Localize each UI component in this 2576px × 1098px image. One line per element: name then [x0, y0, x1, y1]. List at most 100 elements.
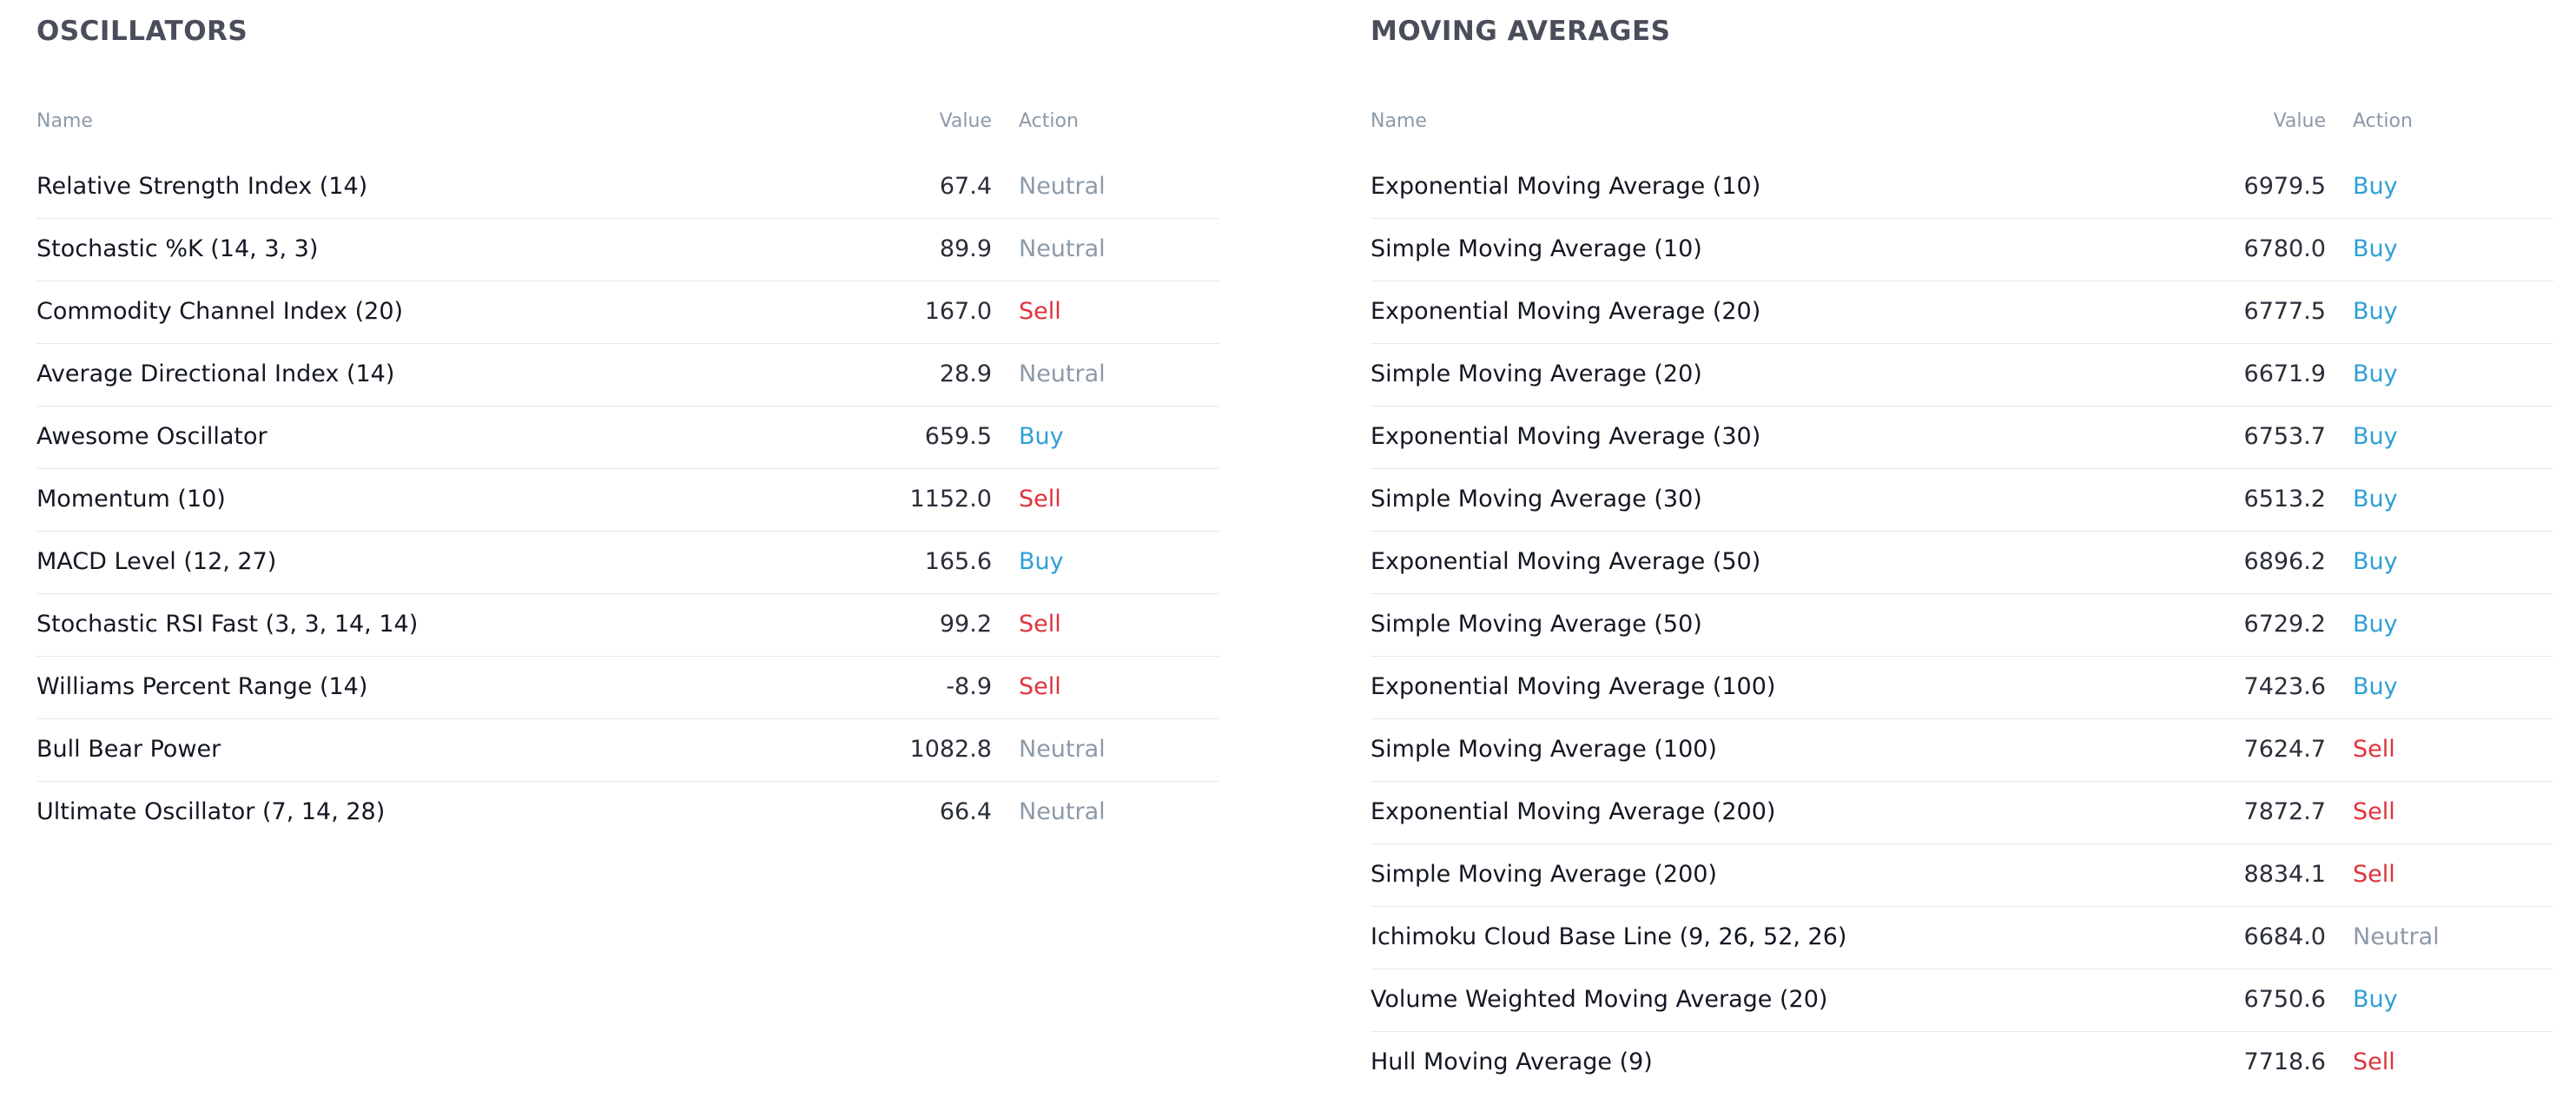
indicator-action: Sell — [2353, 1048, 2395, 1075]
column-header-action: Action — [1019, 110, 1079, 132]
indicator-value: 6777.5 — [2243, 298, 2326, 325]
column-header-value: Value — [2273, 110, 2326, 132]
indicator-action: Buy — [2353, 986, 2398, 1013]
indicator-action: Sell — [2353, 736, 2395, 763]
indicator-value: 6780.0 — [2243, 235, 2326, 262]
table-row: Ichimoku Cloud Base Line (9, 26, 52, 26)… — [1371, 907, 2553, 969]
indicator-action: Buy — [2353, 298, 2398, 325]
table-row: Exponential Moving Average (100) 7423.6 Bu… — [1371, 657, 2553, 719]
indicator-name: Simple Moving Average (30) — [1371, 486, 1702, 513]
indicator-action: Neutral — [2353, 923, 2440, 950]
indicator-value: 66.4 — [939, 798, 992, 825]
indicator-value: 1082.8 — [909, 736, 992, 763]
table-row: Exponential Moving Average (20) 6777.5 Buy — [1371, 281, 2553, 344]
indicator-name: Ichimoku Cloud Base Line (9, 26, 52, 26) — [1371, 923, 1847, 950]
indicator-name: Stochastic %K (14, 3, 3) — [36, 235, 319, 262]
indicator-value: 7624.7 — [2243, 736, 2326, 763]
indicator-value: 6753.7 — [2243, 423, 2326, 450]
indicator-value: 8834.1 — [2243, 861, 2326, 888]
indicator-value: 89.9 — [939, 235, 992, 262]
column-header-name: Name — [1371, 110, 1427, 132]
indicator-value: 6684.0 — [2243, 923, 2326, 950]
indicator-value: 7872.7 — [2243, 798, 2326, 825]
oscillators-title: OSCILLATORS — [36, 16, 248, 47]
column-header-action: Action — [2353, 110, 2413, 132]
indicator-action: Neutral — [1019, 235, 1106, 262]
indicator-name: Relative Strength Index (14) — [36, 173, 368, 200]
indicator-name: Williams Percent Range (14) — [36, 673, 368, 700]
column-header-name: Name — [36, 110, 93, 132]
indicator-name: Simple Moving Average (10) — [1371, 235, 1702, 262]
indicator-name: Simple Moving Average (200) — [1371, 861, 1717, 888]
indicator-action: Buy — [2353, 673, 2398, 700]
indicator-name: Average Directional Index (14) — [36, 360, 395, 387]
table-row: Simple Moving Average (20) 6671.9 Buy — [1371, 344, 2553, 407]
indicator-action: Buy — [2353, 235, 2398, 262]
indicator-value: 6979.5 — [2243, 173, 2326, 200]
indicator-name: Exponential Moving Average (50) — [1371, 548, 1761, 575]
table-row: Stochastic %K (14, 3, 3) 89.9 Neutral — [36, 219, 1219, 281]
indicator-action: Neutral — [1019, 173, 1106, 200]
indicator-name: Exponential Moving Average (200) — [1371, 798, 1776, 825]
indicator-action: Buy — [2353, 486, 2398, 513]
table-row: Simple Moving Average (50) 6729.2 Buy — [1371, 594, 2553, 657]
table-row: Commodity Channel Index (20) 167.0 Sell — [36, 281, 1219, 344]
table-row: Simple Moving Average (100) 7624.7 Sell — [1371, 719, 2553, 782]
oscillators-table-body: Relative Strength Index (14) 67.4 Neutral S… — [36, 156, 1219, 843]
indicator-name: Bull Bear Power — [36, 736, 221, 763]
moving-averages-table-header: Name Value Action — [1371, 108, 2553, 136]
indicator-action: Neutral — [1019, 798, 1106, 825]
table-row: Bull Bear Power 1082.8 Neutral — [36, 719, 1219, 782]
table-row: Ultimate Oscillator (7, 14, 28) 66.4 Neutr… — [36, 782, 1219, 843]
table-row: MACD Level (12, 27) 165.6 Buy — [36, 532, 1219, 594]
table-row: Average Directional Index (14) 28.9 Neutra… — [36, 344, 1219, 407]
indicator-name: Awesome Oscillator — [36, 423, 268, 450]
indicator-value: 28.9 — [939, 360, 992, 387]
indicator-value: 167.0 — [924, 298, 992, 325]
indicator-action: Buy — [2353, 548, 2398, 575]
indicator-name: Simple Moving Average (20) — [1371, 360, 1702, 387]
indicator-action: Buy — [1019, 423, 1064, 450]
oscillators-table-header: Name Value Action — [36, 108, 1219, 136]
indicator-value: 7718.6 — [2243, 1048, 2326, 1075]
indicator-action: Sell — [1019, 298, 1061, 325]
table-row: Simple Moving Average (10) 6780.0 Buy — [1371, 219, 2553, 281]
indicator-action: Neutral — [1019, 736, 1106, 763]
indicator-name: Simple Moving Average (50) — [1371, 611, 1702, 638]
indicator-action: Buy — [1019, 548, 1064, 575]
indicator-action: Neutral — [1019, 360, 1106, 387]
indicator-value: 67.4 — [939, 173, 992, 200]
indicator-name: Stochastic RSI Fast (3, 3, 14, 14) — [36, 611, 419, 638]
indicator-value: 6671.9 — [2243, 360, 2326, 387]
table-row: Simple Moving Average (200) 8834.1 Sell — [1371, 844, 2553, 907]
indicator-action: Sell — [1019, 486, 1061, 513]
indicator-value: 6896.2 — [2243, 548, 2326, 575]
indicator-action: Sell — [1019, 673, 1061, 700]
table-row: Simple Moving Average (30) 6513.2 Buy — [1371, 469, 2553, 532]
indicator-value: 6513.2 — [2243, 486, 2326, 513]
indicator-name: Exponential Moving Average (10) — [1371, 173, 1761, 200]
indicator-action: Buy — [2353, 360, 2398, 387]
table-row: Exponential Moving Average (200) 7872.7 Se… — [1371, 782, 2553, 844]
indicator-action: Sell — [2353, 861, 2395, 888]
indicator-value: 6750.6 — [2243, 986, 2326, 1013]
indicator-name: Hull Moving Average (9) — [1371, 1048, 1653, 1075]
indicator-name: Exponential Moving Average (30) — [1371, 423, 1761, 450]
table-row: Exponential Moving Average (50) 6896.2 Buy — [1371, 532, 2553, 594]
indicator-action: Sell — [1019, 611, 1061, 638]
table-row: Awesome Oscillator 659.5 Buy — [36, 407, 1219, 469]
indicator-name: Simple Moving Average (100) — [1371, 736, 1717, 763]
indicator-value: -8.9 — [946, 673, 992, 700]
indicator-name: Volume Weighted Moving Average (20) — [1371, 986, 1828, 1013]
indicator-action: Sell — [2353, 798, 2395, 825]
indicator-name: MACD Level (12, 27) — [36, 548, 277, 575]
table-row: Exponential Moving Average (30) 6753.7 Buy — [1371, 407, 2553, 469]
table-row: Volume Weighted Moving Average (20) 6750.… — [1371, 969, 2553, 1032]
moving-averages-title: MOVING AVERAGES — [1371, 16, 1671, 47]
indicator-value: 7423.6 — [2243, 673, 2326, 700]
indicator-name: Ultimate Oscillator (7, 14, 28) — [36, 798, 386, 825]
indicator-value: 99.2 — [939, 611, 992, 638]
indicator-name: Exponential Moving Average (20) — [1371, 298, 1761, 325]
table-row: Hull Moving Average (9) 7718.6 Sell — [1371, 1032, 2553, 1094]
indicator-value: 659.5 — [924, 423, 992, 450]
